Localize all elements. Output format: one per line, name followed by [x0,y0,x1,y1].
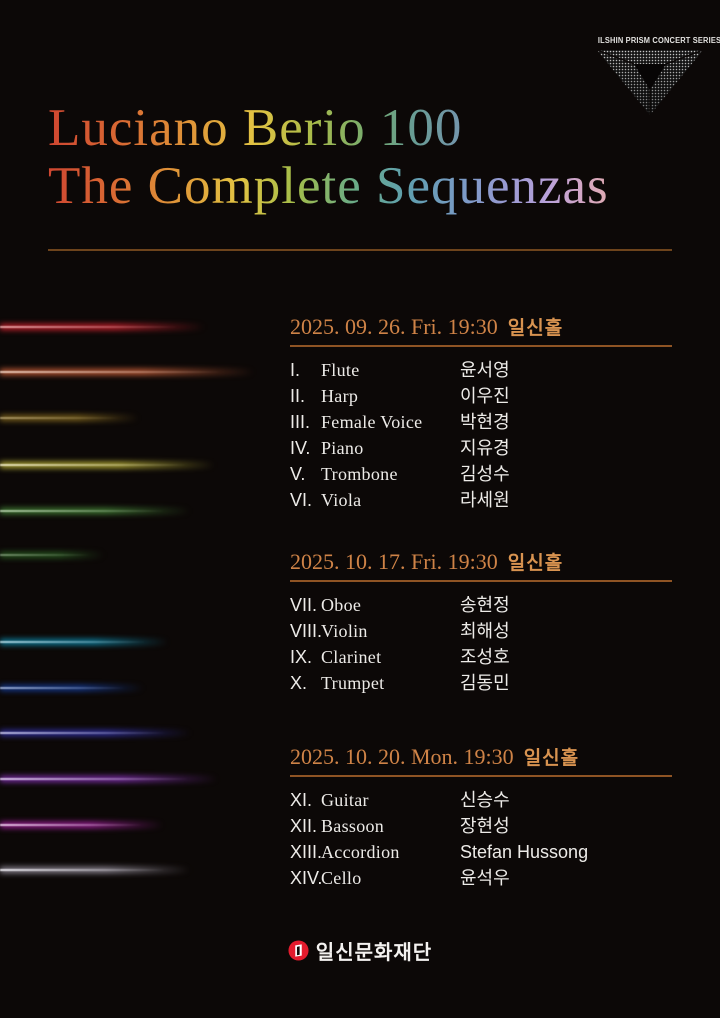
concert-date: 2025. 10. 20. Mon. 19:30 [290,744,514,769]
concert-date-heading: 2025. 10. 17. Fri. 19:30 일신홀 [290,548,672,578]
sequenza-numeral: III. [290,412,311,432]
light-streak-green [0,504,192,518]
performer-name: 신승수 [460,790,510,810]
concert-date-heading: 2025. 10. 20. Mon. 19:30 일신홀 [290,743,672,773]
ilshin-foundation-icon [288,940,309,961]
light-streak-red [0,320,207,334]
performer-name: 장현성 [460,816,510,836]
instrument-label: Cello [321,868,362,888]
performer-row: XI. Guitar 신승수 [290,787,672,813]
sequenza-numeral: V. [290,464,306,484]
section-underline [290,580,672,582]
performer-name: 조성호 [460,647,510,667]
instrument-label: Accordion [321,842,400,862]
light-streak-indigo [0,726,193,740]
instrument-label: Viola [321,490,362,510]
foundation-name: 일신문화재단 [315,942,433,964]
instrument-label: Violin [321,621,368,641]
light-streak-blue [0,681,145,695]
performer-row: XIV. Cello 윤석우 [290,865,672,891]
performer-row: V. Trombone 김성수 [290,461,672,487]
light-streak-orange [0,365,257,379]
performer-name: Stefan Hussong [460,842,589,862]
venue-label: 일신홀 [507,318,564,339]
light-streak-dark-green [0,548,105,562]
section-underline [290,345,672,347]
title-line-2: The Complete Sequenzas [48,157,609,215]
performer-row: II. Harp 이우진 [290,383,672,409]
concert-section-2: 2025. 10. 17. Fri. 19:30 일신홀 VII. Oboe 송현… [290,548,672,696]
light-streak-silver [0,863,192,877]
instrument-label: Female Voice [321,412,423,432]
sequenza-numeral: IX. [290,647,313,667]
sequenza-numeral: VIII. [290,621,323,641]
sequenza-numeral: I. [290,360,301,380]
performer-name: 윤서영 [460,360,510,380]
sequenza-numeral: XIV. [290,868,323,888]
concert-section-1: 2025. 09. 26. Fri. 19:30 일신홀 I. Flute 윤서영… [290,313,672,513]
performer-name: 지유경 [460,438,510,458]
sequenza-numeral: II. [290,386,306,406]
instrument-label: Guitar [321,790,369,810]
title-line-1: Luciano Berio 100 [48,99,463,157]
instrument-label: Piano [321,438,364,458]
performer-name: 최해성 [460,621,510,641]
instrument-label: Oboe [321,595,362,615]
sequenza-numeral: X. [290,673,308,693]
performer-row: III. Female Voice 박현경 [290,409,672,435]
light-streak-teal [0,635,170,649]
performer-name: 이우진 [460,386,510,406]
performer-name: 김성수 [460,464,510,484]
foundation-footer: 일신문화재단 [0,936,720,965]
performer-name: 김동민 [460,673,510,693]
venue-label: 일신홀 [523,748,580,769]
performer-row: VI. Viola 라세원 [290,487,672,513]
performer-row: XII. Bassoon 장현성 [290,813,672,839]
light-streak-magenta [0,818,165,832]
concert-date: 2025. 10. 17. Fri. 19:30 [290,549,498,574]
instrument-label: Flute [321,360,360,380]
performer-list: XI. Guitar 신승수 XII. Bassoon 장현성 XIII. Ac… [290,787,672,891]
instrument-label: Clarinet [321,647,382,667]
performer-row: IX. Clarinet 조성호 [290,644,672,670]
sequenza-numeral: IV. [290,438,311,458]
instrument-label: Harp [321,386,359,406]
light-streak-olive [0,411,140,425]
performer-row: VII. Oboe 송현정 [290,592,672,618]
light-streak-yellow [0,458,217,472]
performer-name: 라세원 [460,490,510,510]
performer-row: VIII. Violin 최해성 [290,618,672,644]
concert-date-heading: 2025. 09. 26. Fri. 19:30 일신홀 [290,313,672,343]
sequenza-numeral: XII. [290,816,318,836]
performer-list: I. Flute 윤서영 II. Harp 이우진 III. Female Vo… [290,357,672,513]
prism-triangle-icon [597,50,703,115]
series-label: ILSHIN PRISM CONCERT SERIES [597,36,720,45]
sequenza-numeral: XI. [290,790,313,810]
section-underline [290,775,672,777]
performer-name: 박현경 [460,412,510,432]
sequenza-numeral: VII. [290,595,318,615]
performer-row: IV. Piano 지유경 [290,435,672,461]
title-divider [48,249,672,251]
prism-logo: ILSHIN PRISM CONCERT SERIES [594,36,720,120]
performer-name: 송현정 [460,595,510,615]
concert-date: 2025. 09. 26. Fri. 19:30 [290,314,498,339]
concert-section-3: 2025. 10. 20. Mon. 19:30 일신홀 XI. Guitar 신… [290,743,672,891]
performer-name: 윤석우 [460,868,510,888]
performer-row: X. Trumpet 김동민 [290,670,672,696]
performer-list: VII. Oboe 송현정 VIII. Violin 최해성 IX. Clari… [290,592,672,696]
instrument-label: Trombone [321,464,398,484]
sequenza-numeral: XIII. [290,842,323,862]
venue-label: 일신홀 [507,553,564,574]
light-streak-purple [0,772,220,786]
instrument-label: Bassoon [321,816,385,836]
performer-row: I. Flute 윤서영 [290,357,672,383]
instrument-label: Trumpet [321,673,385,693]
sequenza-numeral: VI. [290,490,313,510]
performer-row: XIII. Accordion Stefan Hussong [290,839,672,865]
page-title: Luciano Berio 100 The Complete Sequenzas [48,99,609,215]
